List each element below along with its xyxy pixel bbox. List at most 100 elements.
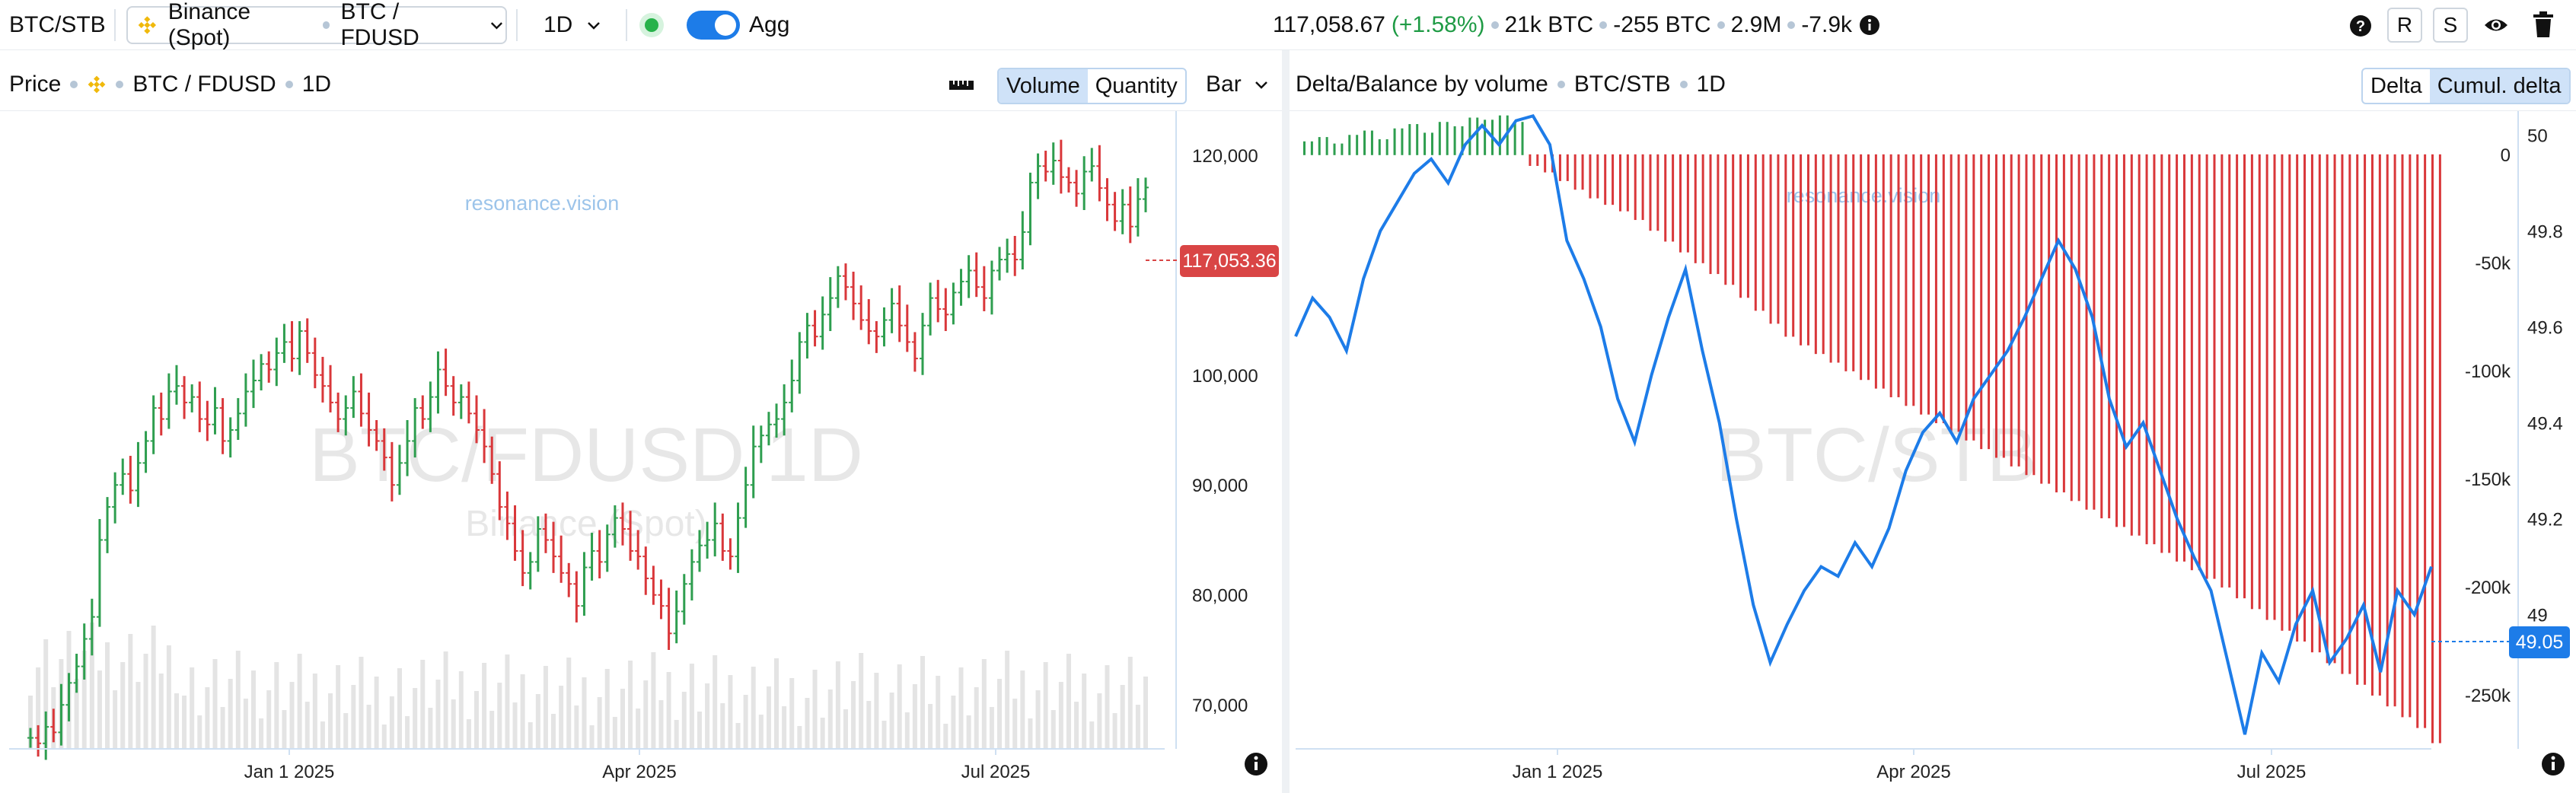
panel-divider[interactable] xyxy=(1282,50,1290,793)
eye-icon[interactable] xyxy=(2483,14,2509,37)
delta-bar xyxy=(1604,154,1607,205)
delta-bar xyxy=(1792,154,1795,337)
left-tick-label: -250k xyxy=(2465,686,2511,706)
delta-bar xyxy=(2062,154,2065,492)
y-tick-label: 120,000 xyxy=(1192,146,1258,167)
volume-quantity-switch: Volume Quantity xyxy=(997,68,1187,104)
delta-bar xyxy=(2070,154,2073,502)
delta-bar xyxy=(1566,154,1569,181)
delta-bar xyxy=(1573,154,1577,190)
delta-bar xyxy=(2438,154,2441,744)
volume-bar xyxy=(482,663,487,749)
info-icon[interactable] xyxy=(1858,14,1881,37)
volume-bar xyxy=(428,708,433,749)
s-button[interactable]: S xyxy=(2433,8,2468,43)
delta-bar xyxy=(2198,154,2201,571)
delta-bar xyxy=(2221,154,2224,588)
volume-bar xyxy=(681,692,687,749)
delta-bar xyxy=(2213,154,2216,579)
volume-bar xyxy=(1082,674,1087,749)
panel-interval: 1D xyxy=(1696,72,1726,97)
delta-bar xyxy=(1318,137,1321,155)
info-icon-stem xyxy=(1255,762,1258,770)
delta-bar xyxy=(1626,154,1629,212)
delta-bar xyxy=(2281,154,2284,631)
delta-bar xyxy=(1672,154,1675,242)
volume-bar xyxy=(928,704,933,749)
interval-select[interactable]: 1D xyxy=(544,0,603,50)
delta-bar xyxy=(1709,154,1712,275)
seg-quantity[interactable]: Quantity xyxy=(1095,73,1178,98)
delta-bar xyxy=(2182,154,2185,562)
volume-bar xyxy=(851,681,856,749)
toolbar-divider xyxy=(516,9,518,41)
chart-type-select[interactable]: Bar xyxy=(1206,58,1270,111)
delta-bar xyxy=(2228,154,2231,588)
delta-bar xyxy=(1829,154,1832,363)
ruler-icon[interactable] xyxy=(948,76,974,93)
agg-toggle[interactable] xyxy=(687,11,740,40)
delta-bar xyxy=(1521,122,1524,155)
delta-panel-title: Delta/Balance by volume BTC/STB 1D xyxy=(1296,58,1726,111)
volume-bar xyxy=(882,721,887,749)
volume-bar xyxy=(827,689,833,749)
help-icon[interactable]: ? xyxy=(2348,14,2373,38)
volume-bar xyxy=(551,714,556,749)
delta-bar xyxy=(1889,154,1892,397)
volume-bar xyxy=(789,678,795,749)
delta-bar xyxy=(2265,154,2268,620)
delta-bar xyxy=(1994,154,1997,458)
delta-bar xyxy=(1686,154,1689,253)
seg-cumul-delta[interactable]: Cumul. delta xyxy=(2429,69,2569,103)
agg-label: Agg xyxy=(749,12,790,37)
delta-panel-header: Delta/Balance by volume BTC/STB 1D Delta… xyxy=(1290,58,2576,111)
seg-volume[interactable]: Volume xyxy=(999,69,1088,103)
delta-bar xyxy=(1732,154,1735,285)
delta-bar xyxy=(1310,141,1313,155)
watermark-main: BTC/FDUSD 1D xyxy=(309,412,863,498)
delta-bar xyxy=(1416,124,1419,155)
exchange-pair-select[interactable]: Binance (Spot) BTC / FDUSD xyxy=(126,0,507,50)
volume-bar xyxy=(997,679,1003,749)
delta-bar xyxy=(2409,154,2412,718)
volume-bar xyxy=(1028,718,1033,749)
panel-pair: BTC/STB xyxy=(1573,72,1671,97)
volume-bar xyxy=(97,670,102,749)
delta-bar xyxy=(1957,154,1960,432)
delta-x-axis: Jan 1 2025 Apr 2025 Jul 2025 xyxy=(1513,749,2306,782)
x-tick-label: Jul 2025 xyxy=(961,762,1031,782)
price-chart[interactable]: resonance.vision BTC/FDUSD 1D Binance (S… xyxy=(0,111,1282,793)
trash-icon[interactable] xyxy=(2532,11,2555,38)
info-icon-stem xyxy=(2552,762,2555,770)
volume-bar xyxy=(381,725,387,749)
symbol-label[interactable]: BTC/STB xyxy=(9,12,106,37)
volume-bar xyxy=(612,717,617,749)
volume-bar xyxy=(151,626,156,749)
delta-bar xyxy=(1378,139,1381,155)
volume-bar xyxy=(135,682,141,749)
delta-bar xyxy=(1581,154,1584,190)
delta-chart[interactable]: resonance.vision BTC/STB 0 -50k -100k -150k… xyxy=(1290,111,2576,793)
left-tick-label: -150k xyxy=(2465,470,2511,490)
volume-bar xyxy=(474,691,479,749)
delta-bar xyxy=(1596,154,1599,199)
volume-bar xyxy=(497,683,502,749)
volume-bar xyxy=(797,726,802,749)
delta-bar xyxy=(2273,154,2276,620)
volume-bar xyxy=(697,712,702,749)
volume-bar xyxy=(105,642,110,749)
volume-bar xyxy=(266,690,272,749)
volume-bar xyxy=(297,654,302,749)
volume-bar xyxy=(274,662,279,749)
separator-dot xyxy=(1557,81,1565,88)
delta-panel: Delta/Balance by volume BTC/STB 1D Delta… xyxy=(1290,58,2576,793)
delta-bar xyxy=(2393,154,2396,707)
r-button[interactable]: R xyxy=(2387,8,2422,43)
balance-line xyxy=(1294,113,2433,735)
delta-bar xyxy=(1641,154,1644,221)
delta-bar xyxy=(1513,122,1516,155)
separator-dot xyxy=(116,81,124,88)
delta-bar xyxy=(1453,126,1456,155)
seg-delta[interactable]: Delta xyxy=(2370,73,2422,98)
